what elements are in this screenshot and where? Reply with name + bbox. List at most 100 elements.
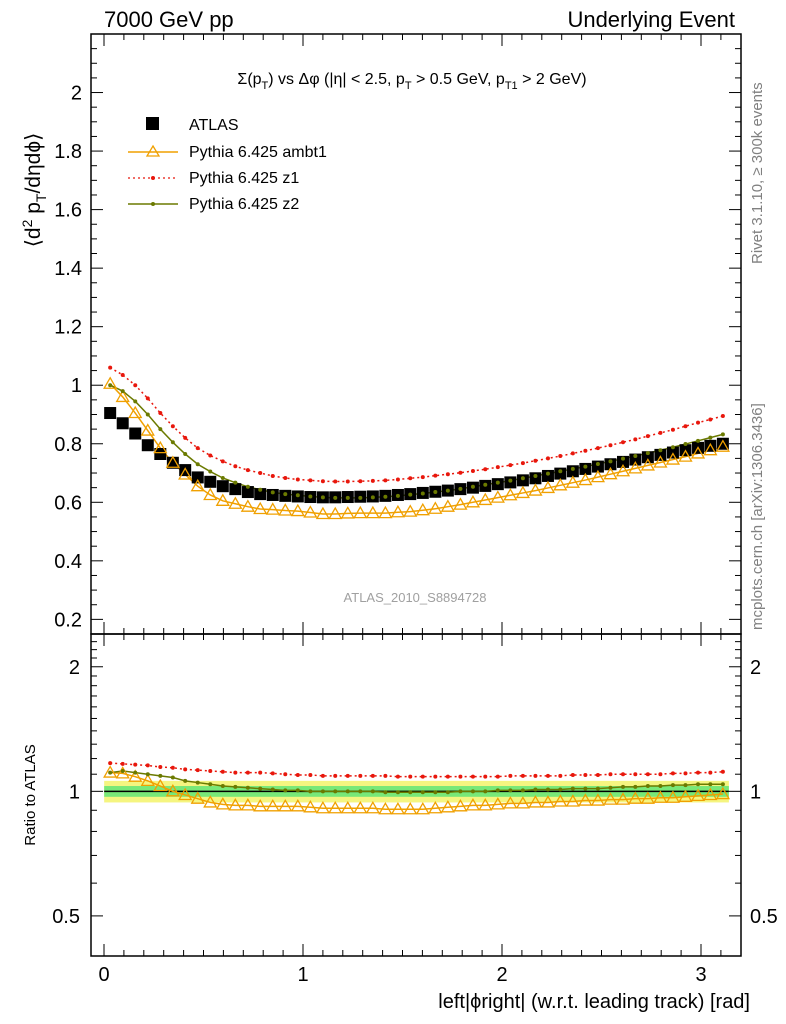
- ambt1-point: [690, 446, 706, 459]
- ambt1-point: [565, 475, 580, 488]
- x-tick-label: 1: [297, 964, 308, 986]
- z1-point: [445, 472, 450, 477]
- z1-point: [133, 383, 138, 388]
- ambt1-point: [365, 505, 380, 519]
- ambt1-point: [503, 487, 518, 501]
- ambt1-point: [440, 499, 455, 512]
- z1-point: [508, 463, 513, 468]
- ambt1-point: [590, 469, 606, 483]
- ratio-z1-point: [545, 773, 550, 778]
- z1-line: [109, 367, 724, 483]
- ratio-ambt1-point: [203, 795, 218, 808]
- ratio-series-group: [103, 761, 731, 815]
- z2-point: [358, 495, 363, 500]
- ratio-z2-point: [270, 787, 275, 792]
- atlas-data-point: [229, 483, 242, 496]
- ratio-z2-point: [195, 780, 200, 785]
- ratio-z2-point: [395, 790, 400, 795]
- ratio-z2-point: [145, 772, 150, 777]
- main-y-axis: 0.2 0.4 0.6 0.8 1 1.2 1.4 1.6 1.8 2: [54, 33, 741, 635]
- ambt1-point: [128, 405, 143, 419]
- ratio-ambt1-point: [665, 790, 681, 803]
- ratio-ambt1-point: [478, 798, 493, 811]
- atlas-data-point: [579, 462, 592, 475]
- z2-point: [720, 432, 725, 437]
- ratio-y-tick-label-right: 2: [750, 657, 761, 679]
- z2-point: [108, 383, 113, 388]
- ratio-z2-point: [533, 787, 538, 792]
- ratio-z2-point: [370, 789, 375, 794]
- atlas-data-point: [654, 448, 667, 461]
- z1-point: [645, 434, 650, 439]
- z2-point: [508, 478, 513, 483]
- z2-point: [345, 495, 350, 500]
- ratio-z1-point: [333, 773, 338, 778]
- x-axis-label: left|ϕright| (w.r.t. leading track) [rad…: [438, 991, 750, 1013]
- atlas-data-point: [204, 475, 217, 488]
- ambt1-point: [315, 506, 331, 520]
- atlas-data-point: [254, 488, 267, 501]
- mcplots-label: mcplots.cern.ch [arXiv:1306.3436]: [749, 403, 766, 630]
- ratio-z2-point: [233, 784, 238, 789]
- legend-marker-atlas: [146, 117, 159, 130]
- ratio-z1-point: [520, 773, 525, 778]
- ratio-z1-point: [558, 773, 563, 778]
- ratio-z2-point: [570, 786, 575, 791]
- header-left-label: 7000 GeV pp: [104, 7, 234, 32]
- header-right-label: Underlying Event: [567, 7, 735, 32]
- ratio-y-axis: 0.5 0.5 1 1 2 2: [52, 641, 778, 957]
- z1-point: [520, 461, 525, 466]
- ambt1-point: [140, 423, 155, 436]
- legend-label-ambt1: Pythia 6.425 ambt1: [189, 144, 327, 161]
- z2-point: [270, 490, 275, 495]
- ratio-z1-point: [383, 773, 388, 778]
- z2-point: [483, 482, 488, 487]
- ambt1-point: [703, 442, 718, 456]
- ratio-ambt1-point: [628, 791, 643, 804]
- ratio-y-tick-label: 2: [69, 657, 80, 679]
- ratio-z2-point: [470, 789, 475, 794]
- ratio-ambt1-point: [603, 792, 618, 805]
- z2-point: [433, 490, 438, 495]
- z2-point: [420, 491, 425, 496]
- z1-point: [570, 451, 575, 456]
- ratio-ambt1-point: [215, 797, 230, 810]
- z2-point: [470, 484, 475, 489]
- z1-point: [533, 458, 538, 463]
- ambt1-point: [715, 439, 731, 452]
- ambt1-point: [340, 506, 355, 519]
- z1-point: [308, 478, 313, 483]
- ratio-z2-point: [295, 788, 300, 793]
- ratio-z2-point: [158, 773, 163, 778]
- z1-point: [696, 420, 701, 425]
- z2-point: [195, 462, 200, 467]
- z2-point: [570, 466, 575, 471]
- z2-point: [370, 495, 375, 500]
- z2-point: [633, 454, 638, 459]
- z1-point: [483, 467, 488, 472]
- ratio-z2-point: [508, 788, 513, 793]
- z1-point: [395, 477, 400, 482]
- ambt1-point: [415, 502, 430, 516]
- ambt1-point: [228, 496, 243, 509]
- legend-marker-ambt1: [145, 144, 161, 157]
- ratio-ambt1-point: [553, 794, 568, 807]
- ratio-z2-point: [120, 768, 125, 773]
- ratio-ambt1-point: [265, 799, 280, 812]
- z1-point: [495, 465, 500, 470]
- z2-point: [595, 461, 600, 466]
- ratio-ambt1-point: [690, 788, 706, 802]
- ratio-ambt1-point: [240, 798, 255, 811]
- z1-point: [370, 478, 375, 483]
- ambt1-point: [378, 505, 393, 519]
- z2-point: [245, 484, 250, 489]
- ratio-z1-point: [183, 767, 188, 772]
- z1-point: [358, 479, 363, 484]
- ratio-ambt1-point: [253, 799, 268, 812]
- ambt1-point: [103, 376, 118, 389]
- ratio-ambt1-point: [590, 793, 606, 806]
- ratio-z1-point: [483, 774, 488, 779]
- x-axis: 0 1 2 3: [98, 34, 722, 986]
- ratio-z1-point: [645, 772, 650, 777]
